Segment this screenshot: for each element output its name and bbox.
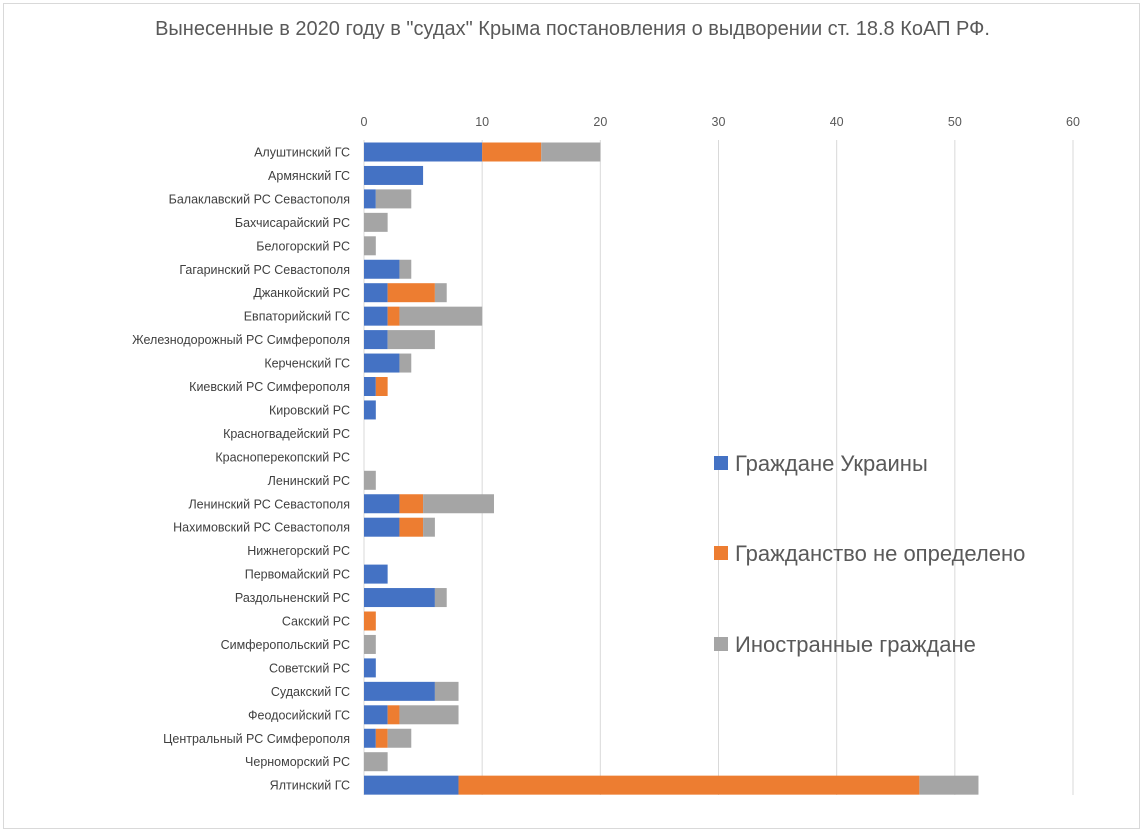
- category-label: Железнодорожный РС Симферополя: [132, 333, 350, 347]
- bar-segment: [364, 728, 376, 748]
- category-label: Первомайский РС: [245, 568, 350, 582]
- category-label: Евпаторийский ГС: [244, 310, 350, 324]
- legend-swatch: [714, 546, 728, 560]
- bar-segment: [434, 588, 447, 608]
- category-label: Ялтинский ГС: [270, 779, 350, 793]
- category-label: Белогорский РС: [256, 239, 350, 253]
- legend-label: Иностранные граждане: [735, 632, 976, 657]
- category-labels: Алуштинский ГС Армянский ГС Балаклавский Р…: [132, 146, 350, 793]
- category-label: Красногвадейский РС: [223, 427, 350, 441]
- bars: [364, 142, 979, 795]
- bar-segment: [399, 353, 412, 373]
- bar-segment: [399, 259, 412, 279]
- x-tick-label: 30: [712, 115, 726, 129]
- category-label: Бахчисарайский РС: [235, 216, 350, 230]
- bar-segment: [364, 165, 424, 185]
- bar-segment: [364, 588, 435, 608]
- category-label: Ленинский РС Севастополя: [188, 497, 350, 511]
- bar-segment: [375, 377, 388, 396]
- bar-segment: [458, 775, 920, 795]
- category-label: Раздольненский РС: [235, 591, 350, 605]
- legend-label: Граждане Украины: [735, 451, 928, 476]
- category-label: Джанкойский РС: [253, 286, 350, 300]
- bar-segment: [482, 142, 542, 162]
- bar-segment: [387, 283, 435, 303]
- bar-segment: [364, 658, 376, 678]
- bar-segment: [423, 517, 435, 537]
- bar-segment: [364, 634, 376, 654]
- bar-segment: [375, 728, 388, 748]
- category-label: Советский РС: [269, 661, 350, 675]
- category-label: Черноморский РС: [245, 755, 350, 769]
- bar-segment: [364, 564, 388, 584]
- bar-segment: [364, 330, 388, 350]
- x-tick-label: 60: [1066, 115, 1080, 129]
- legend: Граждане Украины Гражданство не определен…: [714, 451, 1025, 657]
- bar-segment: [919, 775, 979, 795]
- category-label: Симферопольский РС: [221, 638, 350, 652]
- bar-segment: [399, 494, 424, 514]
- category-label: Балаклавский РС Севастополя: [169, 192, 350, 206]
- category-label: Нахимовский РС Севастополя: [173, 521, 350, 535]
- bar-segment: [364, 775, 459, 795]
- bar-segment: [364, 377, 376, 396]
- category-label: Алуштинский ГС: [254, 146, 350, 160]
- category-label: Гагаринский РС Севастополя: [179, 263, 350, 277]
- bar-segment: [364, 259, 400, 279]
- bar-segment: [364, 494, 400, 514]
- bar-segment: [364, 681, 435, 701]
- category-label: Нижнегорский РС: [247, 544, 350, 558]
- bar-segment: [423, 494, 494, 514]
- bar-segment: [387, 306, 400, 326]
- bar-segment: [387, 330, 435, 350]
- category-label: Кировский РС: [269, 403, 350, 417]
- x-tick-label: 10: [475, 115, 489, 129]
- category-label: Феодосийский ГС: [248, 708, 350, 722]
- x-tick-label: 40: [830, 115, 844, 129]
- category-label: Красноперекопский РС: [215, 450, 350, 464]
- bar-segment: [364, 752, 388, 772]
- bar-segment: [364, 705, 388, 725]
- chart-title: Вынесенные в 2020 году в "судах" Крыма п…: [155, 18, 990, 40]
- bar-segment: [434, 681, 459, 701]
- legend-swatch: [714, 637, 728, 651]
- bar-segment: [364, 189, 376, 209]
- category-label: Ленинский РС: [268, 474, 350, 488]
- bar-segment: [364, 142, 483, 162]
- category-label: Центральный РС Симферополя: [163, 732, 350, 746]
- bar-segment: [399, 517, 424, 537]
- bar-segment: [541, 142, 601, 162]
- bar-segment: [387, 705, 400, 725]
- x-tick-label: 0: [361, 115, 368, 129]
- bar-segment: [399, 705, 459, 725]
- chart-frame: [3, 3, 1140, 829]
- bar-segment: [364, 611, 376, 631]
- x-tick-label: 50: [948, 115, 962, 129]
- x-tick-label: 20: [593, 115, 607, 129]
- category-label: Киевский РС Симферополя: [189, 380, 350, 394]
- legend-label: Гражданство не определено: [735, 541, 1025, 566]
- x-axis-ticks: 0 10 20 30 40 50 60: [361, 115, 1080, 129]
- bar-segment: [364, 212, 388, 232]
- category-label: Армянский ГС: [268, 169, 350, 183]
- bar-segment: [364, 236, 376, 256]
- bar-segment: [434, 283, 447, 303]
- bar-segment: [364, 283, 388, 303]
- bar-segment: [399, 306, 483, 326]
- bar-segment: [387, 728, 412, 748]
- legend-swatch: [714, 456, 728, 470]
- bar-segment: [364, 517, 400, 537]
- bar-segment: [375, 189, 412, 209]
- bar-segment: [364, 470, 376, 490]
- bar-segment: [364, 400, 376, 420]
- category-label: Судакский ГС: [271, 685, 350, 699]
- category-label: Керченский ГС: [264, 357, 350, 371]
- category-label: Сакский РС: [282, 615, 350, 629]
- bar-segment: [364, 306, 388, 326]
- bar-segment: [364, 353, 400, 373]
